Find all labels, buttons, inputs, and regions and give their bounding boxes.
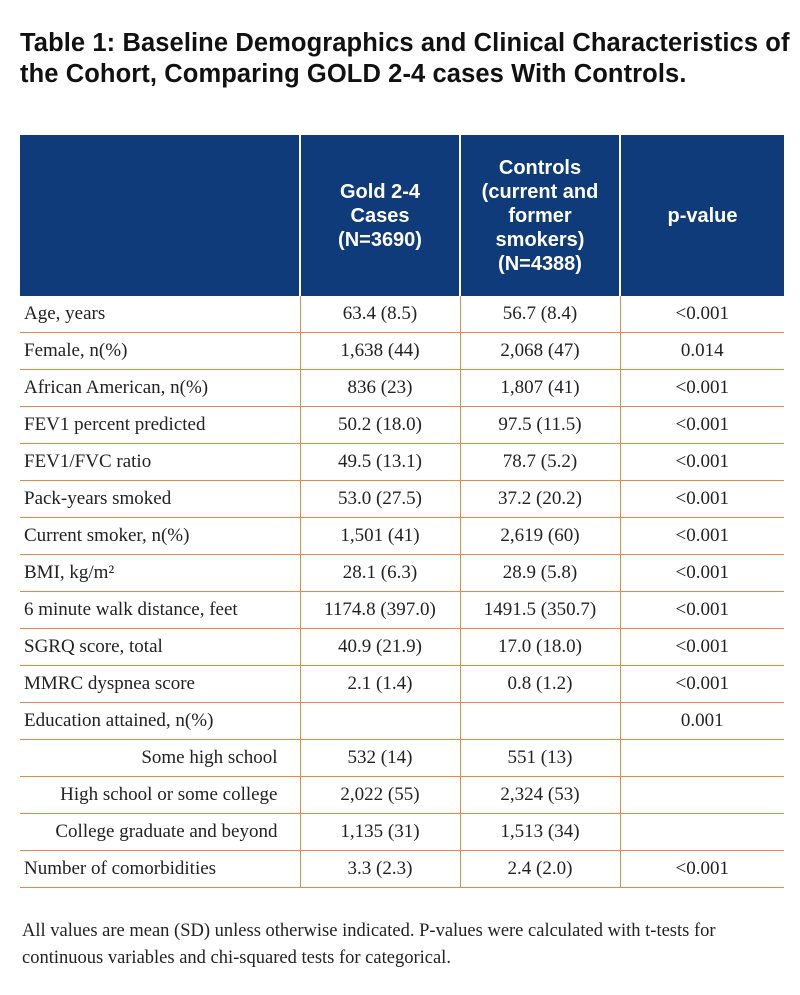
controls-value: 1,807 (41) <box>460 369 621 407</box>
p-value: <0.001 <box>620 296 784 333</box>
row-label: Age, years <box>20 296 301 333</box>
cases-value: 836 (23) <box>300 369 461 407</box>
row-label: Current smoker, n(%) <box>20 517 301 555</box>
header-controls-line-4: smokers) <box>495 228 585 251</box>
row-label: MMRC dyspnea score <box>20 665 301 703</box>
table-row: Age, years 63.4 (8.5) 56.7 (8.4) <0.001 <box>20 296 784 333</box>
row-label: College graduate and beyond <box>20 813 301 851</box>
controls-value: 2,619 (60) <box>460 517 621 555</box>
controls-value: 56.7 (8.4) <box>460 296 621 333</box>
cases-value: 2.1 (1.4) <box>300 665 461 703</box>
table-row: African American, n(%) 836 (23) 1,807 (41)… <box>20 369 784 407</box>
row-label: Number of comorbidities <box>20 850 301 888</box>
header-p-value: p-value <box>620 135 784 296</box>
cases-value: 53.0 (27.5) <box>300 480 461 518</box>
p-value <box>620 739 784 777</box>
row-label: African American, n(%) <box>20 369 301 407</box>
controls-value: 0.8 (1.2) <box>460 665 621 703</box>
p-value: <0.001 <box>620 554 784 592</box>
header-variable <box>20 135 301 296</box>
table-row: Current smoker, n(%) 1,501 (41) 2,619 (60)… <box>20 517 784 555</box>
cases-value: 63.4 (8.5) <box>300 296 461 333</box>
cases-value: 1174.8 (397.0) <box>300 591 461 629</box>
table-row: FEV1 percent predicted 50.2 (18.0) 97.5 (1… <box>20 406 784 444</box>
controls-value: 1491.5 (350.7) <box>460 591 621 629</box>
cases-value: 50.2 (18.0) <box>300 406 461 444</box>
controls-value: 2.4 (2.0) <box>460 850 621 888</box>
row-label: 6 minute walk distance, feet <box>20 591 301 629</box>
cases-value: 49.5 (13.1) <box>300 443 461 481</box>
row-label: BMI, kg/m² <box>20 554 301 592</box>
header-controls-line-2: (current and <box>481 180 599 203</box>
p-value <box>620 813 784 851</box>
controls-value: 37.2 (20.2) <box>460 480 621 518</box>
p-value: 0.001 <box>620 702 784 740</box>
controls-value: 97.5 (11.5) <box>460 406 621 444</box>
table-row: Some high school 532 (14) 551 (13) <box>20 739 784 777</box>
header-cases-line-2: Cases <box>350 204 410 227</box>
table-body: Age, years 63.4 (8.5) 56.7 (8.4) <0.001 Fema… <box>20 296 784 888</box>
row-label: SGRQ score, total <box>20 628 301 666</box>
row-label: Education attained, n(%) <box>20 702 301 740</box>
cases-value: 2,022 (55) <box>300 776 461 814</box>
p-value: <0.001 <box>620 443 784 481</box>
cases-value: 532 (14) <box>300 739 461 777</box>
table-row: Number of comorbidities 3.3 (2.3) 2.4 (2.0… <box>20 850 784 888</box>
cases-value: 3.3 (2.3) <box>300 850 461 888</box>
controls-value: 78.7 (5.2) <box>460 443 621 481</box>
cases-value: 1,638 (44) <box>300 332 461 370</box>
p-value: <0.001 <box>620 480 784 518</box>
p-value: <0.001 <box>620 406 784 444</box>
cases-value: 40.9 (21.9) <box>300 628 461 666</box>
table-row: Female, n(%) 1,638 (44) 2,068 (47) 0.014 <box>20 332 784 370</box>
row-label: FEV1/FVC ratio <box>20 443 301 481</box>
table-row: Pack-years smoked 53.0 (27.5) 37.2 (20.2) <… <box>20 480 784 518</box>
table-row: High school or some college 2,022 (55) 2,3… <box>20 776 784 814</box>
header-controls-line-3: former <box>508 204 572 227</box>
header-cases: Gold 2-4 Cases (N=3690) <box>300 135 461 296</box>
table-header-row: Gold 2-4 Cases (N=3690) Controls (curren… <box>20 135 784 296</box>
p-value: <0.001 <box>620 591 784 629</box>
p-value: <0.001 <box>620 665 784 703</box>
controls-value: 1,513 (34) <box>460 813 621 851</box>
cases-value <box>300 702 461 740</box>
p-value: <0.001 <box>620 517 784 555</box>
controls-value: 551 (13) <box>460 739 621 777</box>
row-label: High school or some college <box>20 776 301 814</box>
controls-value <box>460 702 621 740</box>
table-row: MMRC dyspnea score 2.1 (1.4) 0.8 (1.2) <0.0… <box>20 665 784 703</box>
p-value: <0.001 <box>620 628 784 666</box>
demographics-table: Gold 2-4 Cases (N=3690) Controls (curren… <box>20 135 784 888</box>
table-row: FEV1/FVC ratio 49.5 (13.1) 78.7 (5.2) <0.00… <box>20 443 784 481</box>
p-value <box>620 776 784 814</box>
p-value: <0.001 <box>620 850 784 888</box>
row-label: Pack-years smoked <box>20 480 301 518</box>
header-cases-line-3: (N=3690) <box>338 228 422 251</box>
controls-value: 28.9 (5.8) <box>460 554 621 592</box>
controls-value: 17.0 (18.0) <box>460 628 621 666</box>
table-title: Table 1: Baseline Demographics and Clini… <box>20 29 790 88</box>
p-value: <0.001 <box>620 369 784 407</box>
header-cases-line-1: Gold 2-4 <box>339 180 420 203</box>
table-row: SGRQ score, total 40.9 (21.9) 17.0 (18.0) <… <box>20 628 784 666</box>
table-footnote: All values are mean (SD) unless otherwis… <box>22 921 716 968</box>
controls-value: 2,324 (53) <box>460 776 621 814</box>
table-row: Education attained, n(%) 0.001 <box>20 702 784 740</box>
header-controls: Controls (current and former smokers) (N… <box>460 135 621 296</box>
row-label: Female, n(%) <box>20 332 301 370</box>
header-controls-line-1: Controls <box>498 156 582 179</box>
cases-value: 1,135 (31) <box>300 813 461 851</box>
table-row: BMI, kg/m² 28.1 (6.3) 28.9 (5.8) <0.001 <box>20 554 784 592</box>
header-controls-line-5: (N=4388) <box>498 252 582 275</box>
p-value: 0.014 <box>620 332 784 370</box>
cases-value: 28.1 (6.3) <box>300 554 461 592</box>
table-row: 6 minute walk distance, feet 1174.8 (397.… <box>20 591 784 629</box>
row-label: Some high school <box>20 739 301 777</box>
controls-value: 2,068 (47) <box>460 332 621 370</box>
cases-value: 1,501 (41) <box>300 517 461 555</box>
table-row: College graduate and beyond 1,135 (31) 1,5… <box>20 813 784 851</box>
row-label: FEV1 percent predicted <box>20 406 301 444</box>
